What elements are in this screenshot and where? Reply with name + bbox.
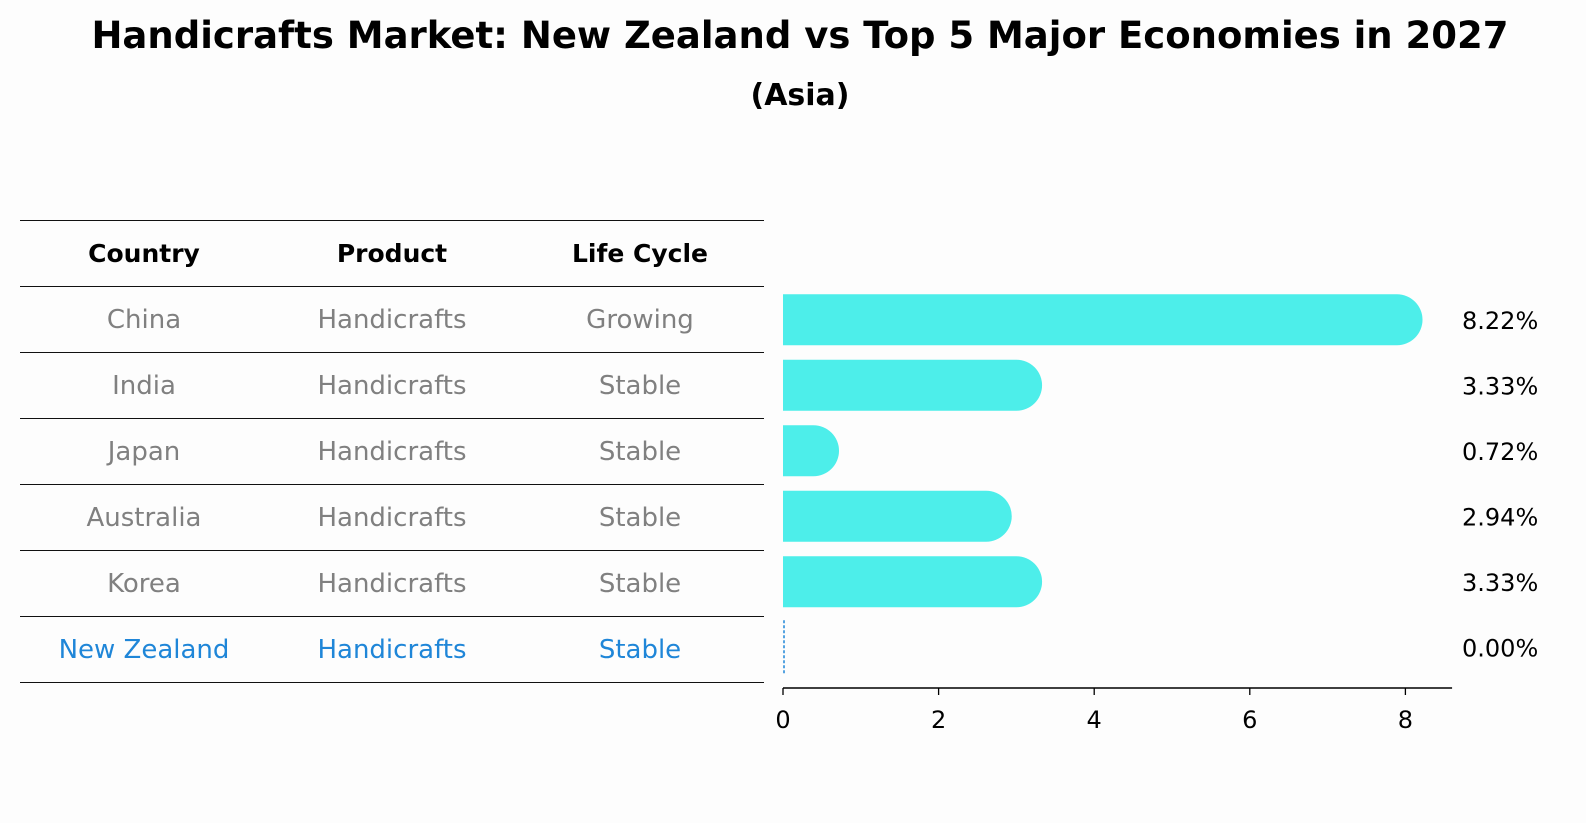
table-rule	[20, 286, 764, 287]
chart-title: Handicrafts Market: New Zealand vs Top 5…	[91, 14, 1509, 57]
x-tick-label: 4	[1087, 706, 1102, 734]
cell-life-cycle: Stable	[598, 568, 682, 599]
bar-value-label: 8.22%	[1462, 307, 1538, 335]
cell-product: Handicrafts	[317, 304, 467, 335]
data-table: Country Product Life Cycle China Handicr…	[20, 220, 764, 683]
table-row: Korea Handicrafts Stable	[20, 551, 764, 616]
table-rule	[20, 352, 764, 353]
cell-life-cycle: Stable	[598, 634, 682, 665]
bar-australia	[783, 490, 1012, 542]
table-rule	[20, 484, 764, 485]
cell-country: India	[112, 370, 176, 401]
cell-country: China	[106, 304, 182, 335]
table-header-row: Country Product Life Cycle	[20, 221, 764, 286]
bar-value-label: 0.00%	[1462, 634, 1538, 662]
bar-korea	[783, 556, 1043, 608]
x-tick-label: 6	[1242, 706, 1257, 734]
cell-life-cycle: Stable	[598, 502, 682, 533]
bar-india	[783, 359, 1043, 411]
cell-country: Australia	[86, 502, 202, 533]
table-rule	[20, 616, 764, 617]
table-row: India Handicrafts Stable	[20, 353, 764, 418]
x-tick-label: 0	[775, 706, 790, 734]
bar-china	[783, 294, 1423, 346]
x-tick-label: 2	[931, 706, 946, 734]
table-row: Japan Handicrafts Stable	[20, 419, 764, 484]
bar-value-label: 0.72%	[1462, 438, 1538, 466]
cell-product: Handicrafts	[317, 502, 467, 533]
bar-value-label: 3.33%	[1462, 372, 1538, 400]
x-tick-label: 8	[1398, 706, 1413, 734]
cell-product: Handicrafts	[317, 568, 467, 599]
cell-country: New Zealand	[58, 634, 230, 665]
table-bottom-rule	[20, 682, 764, 683]
table-row: China Handicrafts Growing	[20, 287, 764, 352]
table-row: Australia Handicrafts Stable	[20, 485, 764, 550]
bar-value-label: 3.33%	[1462, 569, 1538, 597]
bar-japan	[783, 425, 840, 477]
header-product: Product	[336, 239, 448, 268]
bar-value-label: 2.94%	[1462, 503, 1538, 531]
cell-product: Handicrafts	[317, 634, 467, 665]
table-row-highlight: New Zealand Handicrafts Stable	[20, 617, 764, 682]
table-rule	[20, 418, 764, 419]
cell-life-cycle: Growing	[586, 304, 694, 335]
table-top-rule	[20, 220, 764, 221]
cell-life-cycle: Stable	[598, 370, 682, 401]
header-country: Country	[88, 239, 200, 268]
cell-product: Handicrafts	[317, 370, 467, 401]
cell-country: Korea	[107, 568, 181, 599]
cell-product: Handicrafts	[317, 436, 467, 467]
chart-subtitle: (Asia)	[750, 78, 850, 113]
cell-country: Japan	[107, 436, 181, 467]
header-life-cycle: Life Cycle	[571, 239, 709, 268]
cell-life-cycle: Stable	[598, 436, 682, 467]
table-rule	[20, 550, 764, 551]
